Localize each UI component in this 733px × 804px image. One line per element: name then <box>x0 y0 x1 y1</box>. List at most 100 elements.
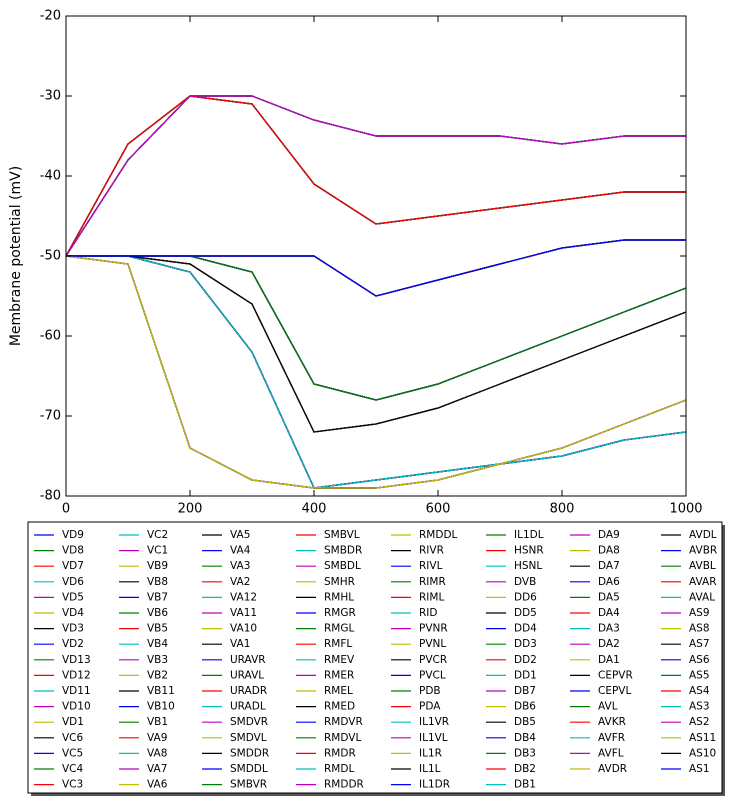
legend-label: AVBR <box>689 545 717 557</box>
legend-label: AS8 <box>689 623 710 635</box>
legend-label: SMBVL <box>324 529 360 541</box>
legend-label: VA6 <box>147 779 168 791</box>
legend-label: PDB <box>419 685 441 697</box>
y-tick-label: -60 <box>40 329 61 344</box>
legend-label: PVCR <box>419 654 447 666</box>
legend-label: VD5 <box>62 591 84 603</box>
legend-label: VC6 <box>62 732 84 744</box>
legend-label: VD8 <box>62 545 84 557</box>
legend-label: RMDDR <box>324 779 364 791</box>
legend-label: AS4 <box>689 685 710 697</box>
legend-label: RMGR <box>324 607 356 619</box>
legend-label: AS1 <box>689 763 710 775</box>
legend-label: AS6 <box>689 654 710 666</box>
legend-label: AVKR <box>598 716 626 728</box>
legend-label: DA1 <box>598 654 620 666</box>
legend-label: VB1 <box>147 716 168 728</box>
legend-label: DB6 <box>514 701 536 713</box>
legend-label: RIVL <box>419 560 443 572</box>
legend-label: AS3 <box>689 701 710 713</box>
legend-label: AS7 <box>689 638 710 650</box>
series-line <box>66 255 686 489</box>
y-tick-label: -20 <box>40 9 61 24</box>
legend-label: DA6 <box>598 576 620 588</box>
legend-label: DA9 <box>598 529 620 541</box>
legend-label: RMED <box>324 701 355 713</box>
legend-label: PVNL <box>419 638 446 650</box>
legend-label: VB9 <box>147 560 168 572</box>
legend-label: IL1VR <box>419 716 449 728</box>
legend-label: AVDL <box>689 529 717 541</box>
legend-label: VA11 <box>230 607 257 619</box>
y-tick-label: -50 <box>40 249 61 264</box>
legend-label: AS2 <box>689 716 710 728</box>
legend-label: VB4 <box>147 638 168 650</box>
legend-label: RMHL <box>324 591 354 603</box>
legend-label: AVL <box>598 701 618 713</box>
legend-label: DVB <box>514 576 536 588</box>
legend-label: SMBDL <box>324 560 361 572</box>
legend-label: SMBVR <box>230 779 267 791</box>
legend-label: AS10 <box>689 747 716 759</box>
y-tick-label: -30 <box>40 89 61 104</box>
legend-label: SMDVR <box>230 716 268 728</box>
legend-label: RMEL <box>324 685 353 697</box>
legend-label: VC2 <box>147 529 168 541</box>
series-line <box>66 255 686 433</box>
series-line <box>66 239 686 297</box>
legend-label: VA4 <box>230 545 251 557</box>
legend-label: AS9 <box>689 607 710 619</box>
legend-label: RIVR <box>419 545 444 557</box>
legend-label: SMDDR <box>230 747 269 759</box>
legend-label: DD4 <box>514 623 537 635</box>
legend-label: VD1 <box>62 716 84 728</box>
y-tick-label: -40 <box>40 169 61 184</box>
legend-label: VB7 <box>147 591 168 603</box>
legend-label: SMDDL <box>230 763 268 775</box>
legend-label: VD4 <box>62 607 84 619</box>
legend-label: AVFL <box>598 747 624 759</box>
legend-label: VB11 <box>147 685 175 697</box>
legend-label: VB2 <box>147 669 168 681</box>
legend-label: AS11 <box>689 732 716 744</box>
legend-label: DB3 <box>514 747 536 759</box>
legend-label: VC3 <box>62 779 83 791</box>
legend-label: DB4 <box>514 732 536 744</box>
y-tick-label: -70 <box>40 409 61 424</box>
legend-label: DA8 <box>598 545 620 557</box>
legend-label: VB10 <box>147 701 175 713</box>
legend-label: VC5 <box>62 747 83 759</box>
legend-label: VC4 <box>62 763 84 775</box>
legend-label: RMDL <box>324 763 354 775</box>
legend-label: DD5 <box>514 607 537 619</box>
legend-label: AS5 <box>689 669 710 681</box>
legend-label: RMDDL <box>419 529 458 541</box>
legend-label: DB7 <box>514 685 536 697</box>
legend-label: VD12 <box>62 669 91 681</box>
legend-label: VA9 <box>147 732 167 744</box>
series-line <box>66 95 686 257</box>
legend-box <box>27 521 723 794</box>
legend-label: VB6 <box>147 607 168 619</box>
y-tick-label: -80 <box>40 489 61 504</box>
legend-label: VB5 <box>147 623 168 635</box>
legend-label: IL1R <box>419 747 442 759</box>
legend-label: VA12 <box>230 591 257 603</box>
legend-label: DD3 <box>514 638 537 650</box>
legend-label: VA2 <box>230 576 250 588</box>
legend-label: AVFR <box>598 732 625 744</box>
legend-label: URAVR <box>230 654 266 666</box>
legend-label: RMEV <box>324 654 355 666</box>
legend-label: RMDVR <box>324 716 363 728</box>
legend-label: AVAR <box>689 576 717 588</box>
x-tick-label: 1000 <box>669 502 702 517</box>
plot-lines <box>66 95 686 489</box>
legend-label: VD7 <box>62 560 84 572</box>
legend-label: VA1 <box>230 638 250 650</box>
legend-label: RMER <box>324 669 354 681</box>
legend-label: VB8 <box>147 576 168 588</box>
legend-label: SMBDR <box>324 545 362 557</box>
legend-label: VD3 <box>62 623 84 635</box>
legend-label: VA7 <box>147 763 167 775</box>
